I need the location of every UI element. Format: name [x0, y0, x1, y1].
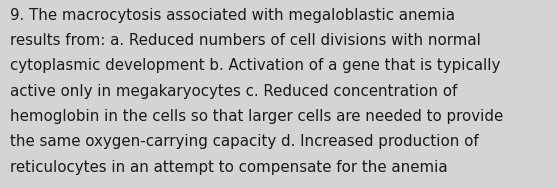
Text: active only in megakaryocytes c. Reduced concentration of: active only in megakaryocytes c. Reduced…: [10, 84, 458, 99]
Text: hemoglobin in the cells so that larger cells are needed to provide: hemoglobin in the cells so that larger c…: [10, 109, 503, 124]
Text: cytoplasmic development b. Activation of a gene that is typically: cytoplasmic development b. Activation of…: [10, 58, 501, 73]
Text: the same oxygen-carrying capacity d. Increased production of: the same oxygen-carrying capacity d. Inc…: [10, 134, 479, 149]
Text: results from: a. Reduced numbers of cell divisions with normal: results from: a. Reduced numbers of cell…: [10, 33, 481, 48]
Text: 9. The macrocytosis associated with megaloblastic anemia: 9. The macrocytosis associated with mega…: [10, 8, 455, 23]
Text: reticulocytes in an attempt to compensate for the anemia: reticulocytes in an attempt to compensat…: [10, 160, 448, 175]
